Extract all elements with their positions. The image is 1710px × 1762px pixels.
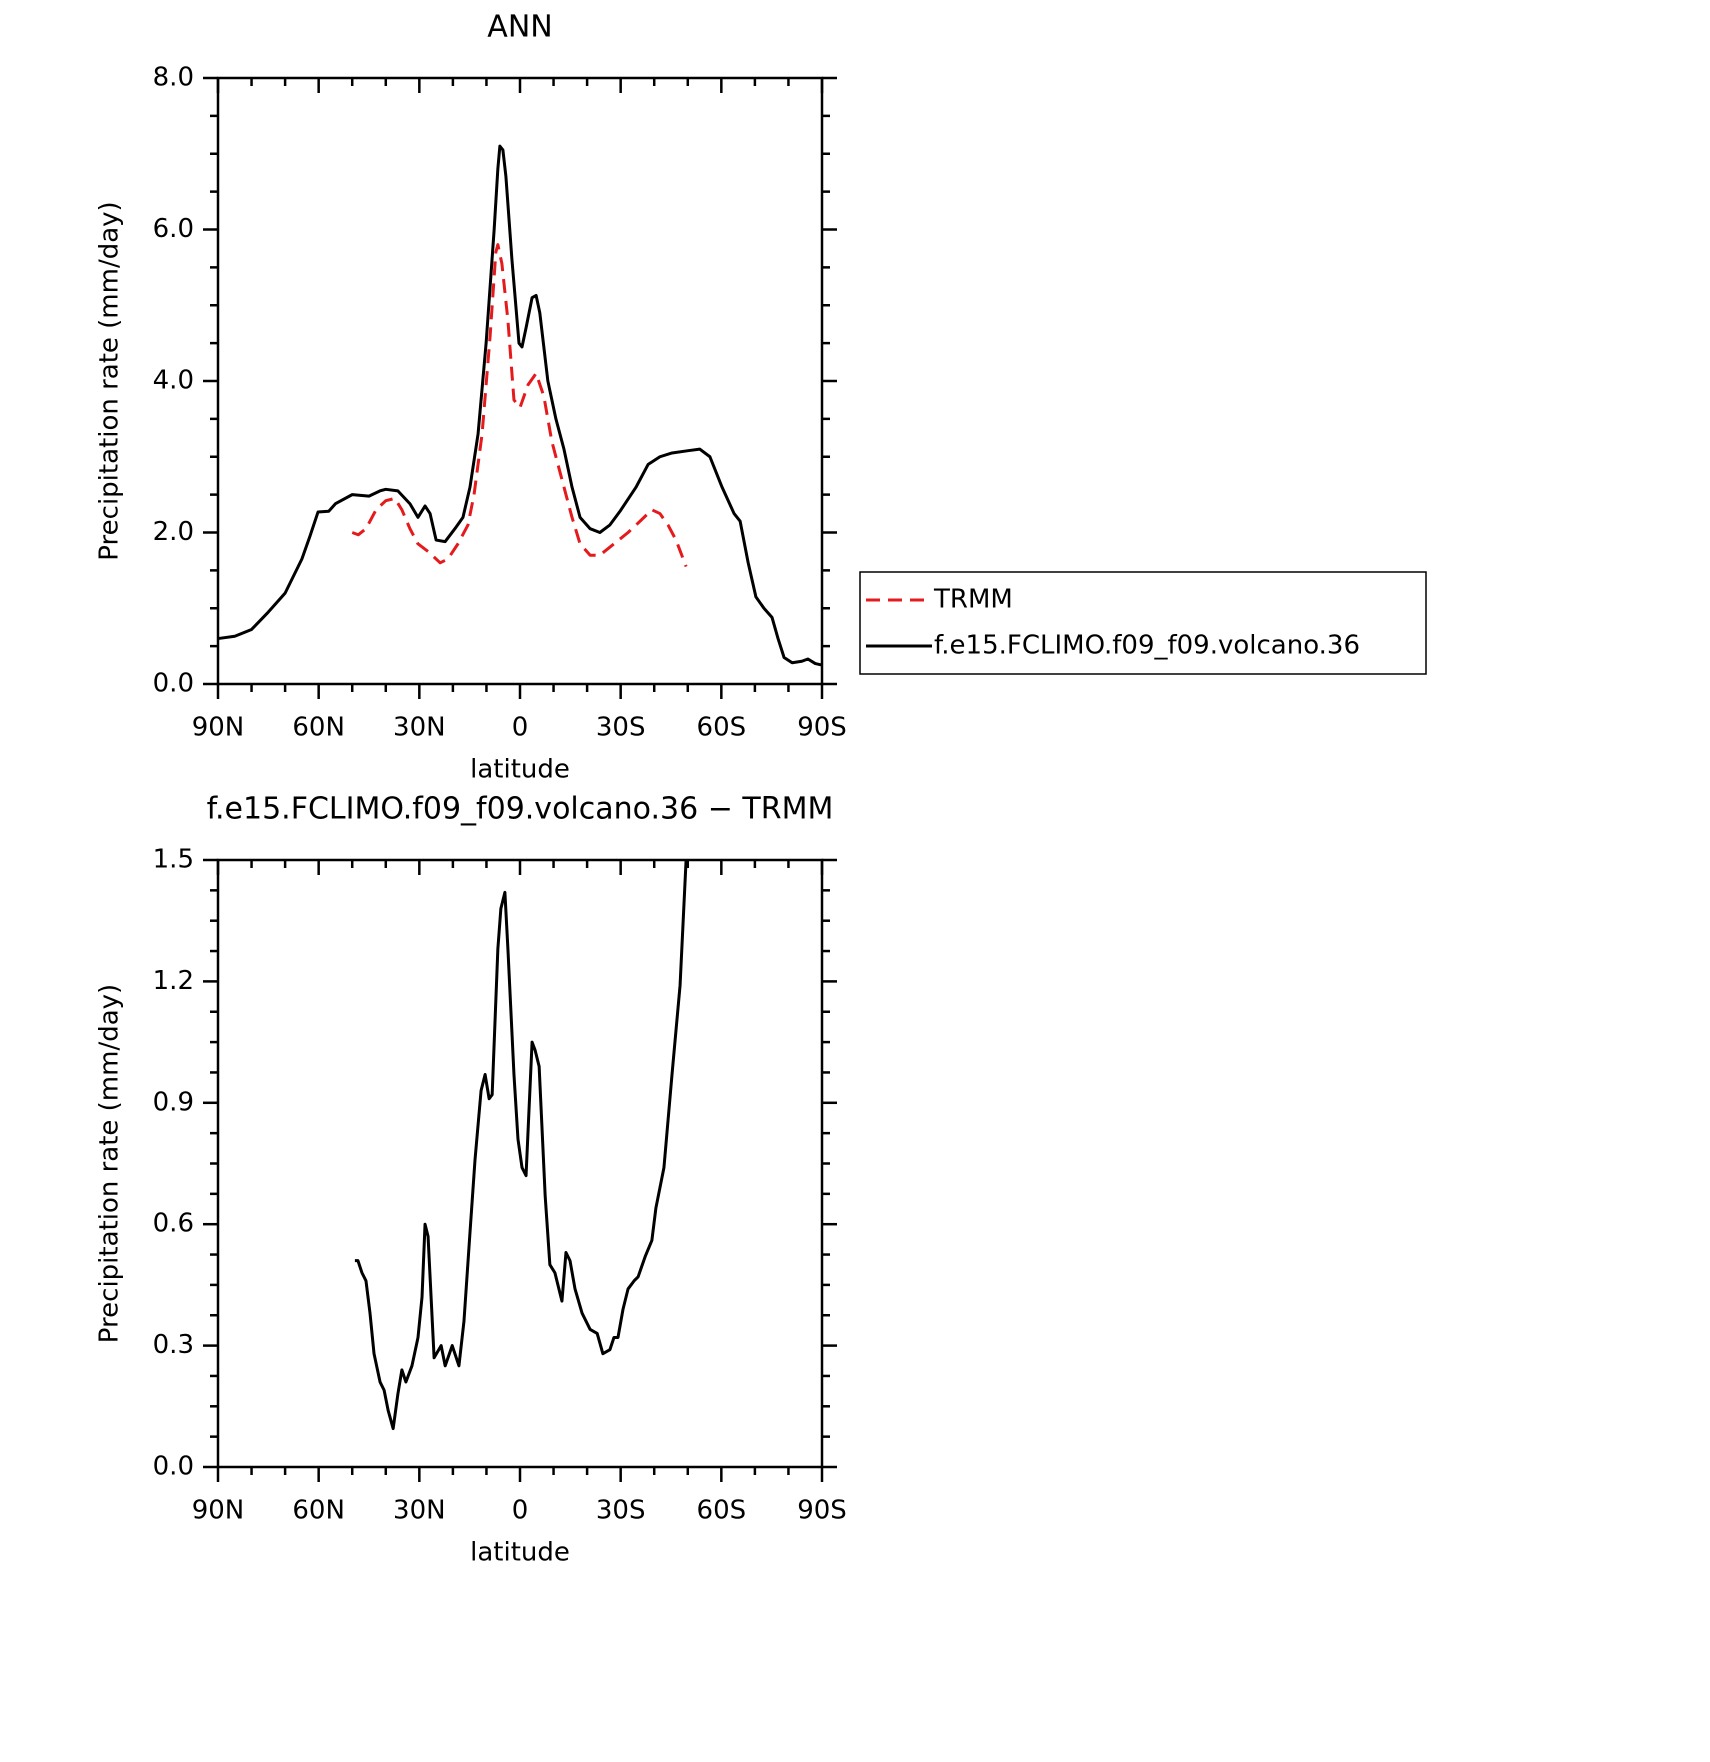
y-tick-label: 0.0 (153, 669, 194, 699)
x-tick-label: 60N (292, 1496, 345, 1526)
x-axis-label: latitude (470, 1538, 570, 1568)
y-tick-label: 0.6 (153, 1209, 194, 1239)
y-tick-label: 4.0 (153, 366, 194, 396)
x-tick-label: 90S (797, 1496, 847, 1526)
y-tick-label: 1.2 (153, 966, 194, 996)
data-line (354, 859, 688, 1431)
legend-label: TRMM (933, 585, 1013, 615)
y-tick-label: 0.0 (153, 1452, 194, 1482)
legend-box (859, 571, 1427, 675)
x-tick-label: 30S (596, 713, 646, 743)
y-tick-label: 6.0 (153, 214, 194, 244)
x-tick-label: 90N (192, 713, 245, 743)
y-tick-label: 2.0 (153, 517, 194, 547)
y-axis-label: Precipitation rate (mm/day) (95, 984, 125, 1343)
x-tick-label: 30N (393, 713, 446, 743)
legend-label: f.e15.FCLIMO.f09_f09.volcano.36 (934, 631, 1360, 661)
data-line (217, 144, 823, 667)
x-tick-label: 0 (512, 713, 529, 743)
x-tick-label: 90S (797, 713, 847, 743)
plot: ANN latitude Precipitation rate (mm/day) 90… (95, 10, 1427, 785)
x-tick-label: 0 (512, 1496, 529, 1526)
plot: f.e15.FCLIMO.f09_f09.volcano.36 − TRMM la… (95, 792, 847, 1568)
x-axis-label: latitude (470, 755, 570, 785)
y-axis-label: Precipitation rate (mm/day) (95, 201, 125, 560)
y-tick-label: 0.9 (153, 1087, 194, 1117)
data-line (351, 243, 688, 568)
x-tick-label: 60S (697, 1496, 747, 1526)
x-tick-label: 60N (292, 713, 345, 743)
x-tick-label: 90N (192, 1496, 245, 1526)
chart-title: f.e15.FCLIMO.f09_f09.volcano.36 − TRMM (207, 792, 834, 827)
x-tick-label: 30N (393, 1496, 446, 1526)
y-tick-label: 0.3 (153, 1330, 194, 1360)
x-tick-label: 30S (596, 1496, 646, 1526)
x-tick-label: 60S (697, 713, 747, 743)
y-tick-label: 8.0 (153, 63, 194, 93)
chart-title: ANN (487, 10, 552, 45)
y-tick-label: 1.5 (153, 845, 194, 875)
